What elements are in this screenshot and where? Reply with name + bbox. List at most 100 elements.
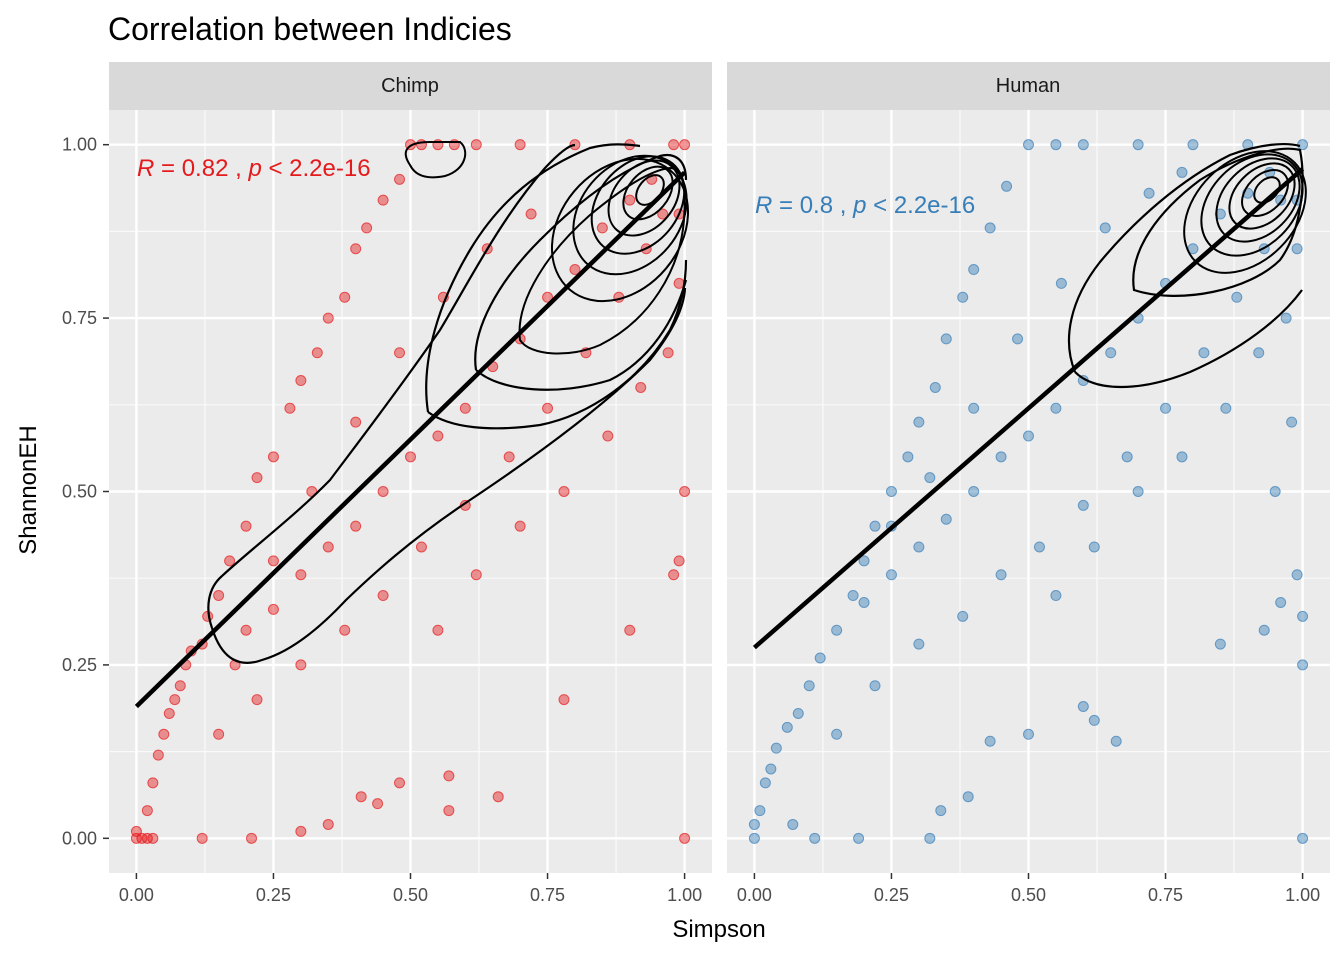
data-point xyxy=(679,832,691,844)
data-point xyxy=(350,243,362,255)
data-point xyxy=(814,652,826,664)
data-point xyxy=(284,402,296,414)
strip-background xyxy=(109,62,712,110)
density-contour xyxy=(207,143,576,629)
data-point xyxy=(924,832,936,844)
data-point xyxy=(377,486,389,497)
data-point xyxy=(913,638,925,650)
density-contour xyxy=(1241,169,1289,217)
data-point xyxy=(984,222,996,234)
x-tick-label: 1.00 xyxy=(667,885,702,905)
data-point xyxy=(405,451,416,463)
density-contour xyxy=(1215,157,1301,243)
density-contour xyxy=(607,159,681,237)
data-point xyxy=(1001,180,1013,192)
data-point xyxy=(1088,541,1100,553)
density-contour xyxy=(1132,147,1304,297)
data-point xyxy=(657,208,669,220)
data-point xyxy=(246,832,258,844)
data-point xyxy=(902,451,914,463)
data-point xyxy=(940,333,952,345)
data-point xyxy=(624,624,636,636)
data-point xyxy=(754,805,766,817)
data-point xyxy=(432,624,444,636)
data-point xyxy=(1088,714,1100,726)
strip-label-chimp: Chimp xyxy=(381,75,439,97)
density-contour xyxy=(1074,289,1303,389)
x-tick-label: 0.25 xyxy=(874,885,909,905)
density-contour xyxy=(622,165,674,221)
data-point xyxy=(147,832,159,844)
data-point xyxy=(542,402,554,414)
data-point xyxy=(1258,624,1270,636)
chart-title: Correlation between Indicies xyxy=(108,11,512,47)
data-point xyxy=(1143,187,1155,199)
data-point xyxy=(1286,416,1298,428)
grid-lines xyxy=(727,110,1330,873)
data-point xyxy=(130,825,142,837)
data-point xyxy=(1160,402,1172,414)
data-point xyxy=(152,749,164,761)
data-point xyxy=(984,735,996,747)
data-point xyxy=(1297,610,1309,622)
density-contour xyxy=(1253,176,1281,204)
data-point xyxy=(1264,166,1276,178)
data-point xyxy=(295,375,307,387)
y-tick-label: 0.00 xyxy=(62,828,97,848)
data-point xyxy=(668,569,680,581)
data-point xyxy=(311,347,323,359)
data-point xyxy=(339,291,351,303)
density-contours xyxy=(1067,143,1307,389)
data-point xyxy=(858,596,870,608)
data-point xyxy=(251,694,263,706)
data-point xyxy=(831,728,843,740)
data-point xyxy=(1023,728,1034,740)
data-point xyxy=(240,624,252,636)
data-point xyxy=(853,832,865,844)
data-point xyxy=(1050,139,1062,151)
density-contour xyxy=(590,155,686,255)
stat-label: R = 0.8 , p < 2.2e-16 xyxy=(755,192,975,219)
data-point xyxy=(748,832,760,844)
data-point xyxy=(492,791,504,803)
data-point xyxy=(1198,347,1210,359)
data-point xyxy=(240,520,252,532)
x-tick-label: 0.25 xyxy=(256,885,291,905)
data-point xyxy=(514,520,526,532)
x-tick-label: 0.00 xyxy=(737,885,772,905)
data-point xyxy=(803,680,815,692)
data-point xyxy=(267,603,279,615)
data-point xyxy=(1077,701,1089,713)
y-tick-label: 0.75 xyxy=(62,308,97,328)
data-point xyxy=(1291,569,1303,581)
data-point xyxy=(1297,659,1309,671)
data-point xyxy=(602,430,614,442)
data-point xyxy=(322,818,334,830)
data-point xyxy=(770,742,782,754)
regression-line xyxy=(752,167,1305,650)
data-point xyxy=(1220,402,1232,414)
data-point xyxy=(432,430,444,442)
data-point xyxy=(913,416,925,428)
data-point xyxy=(213,728,225,740)
data-point xyxy=(569,264,581,276)
data-point xyxy=(470,139,482,151)
data-point xyxy=(141,805,153,817)
data-point xyxy=(394,777,406,789)
y-axis-title: ShannonEH xyxy=(15,425,42,554)
density-contour xyxy=(550,157,690,303)
density-contours xyxy=(207,141,690,664)
x-tick-label: 0.50 xyxy=(1011,885,1046,905)
data-point xyxy=(885,486,897,497)
data-point xyxy=(295,569,307,581)
data-point xyxy=(361,222,373,234)
data-point xyxy=(1012,333,1024,345)
data-point xyxy=(635,381,647,393)
data-point xyxy=(792,707,804,719)
data-point xyxy=(1187,139,1199,151)
data-point xyxy=(995,569,1007,581)
y-axis: 0.00 0.25 0.50 0.75 1.00 xyxy=(62,135,109,848)
data-point xyxy=(1055,277,1067,289)
facet-chimp: Chimp R = 0.82 , p < 2.2e-16 xyxy=(109,62,712,873)
